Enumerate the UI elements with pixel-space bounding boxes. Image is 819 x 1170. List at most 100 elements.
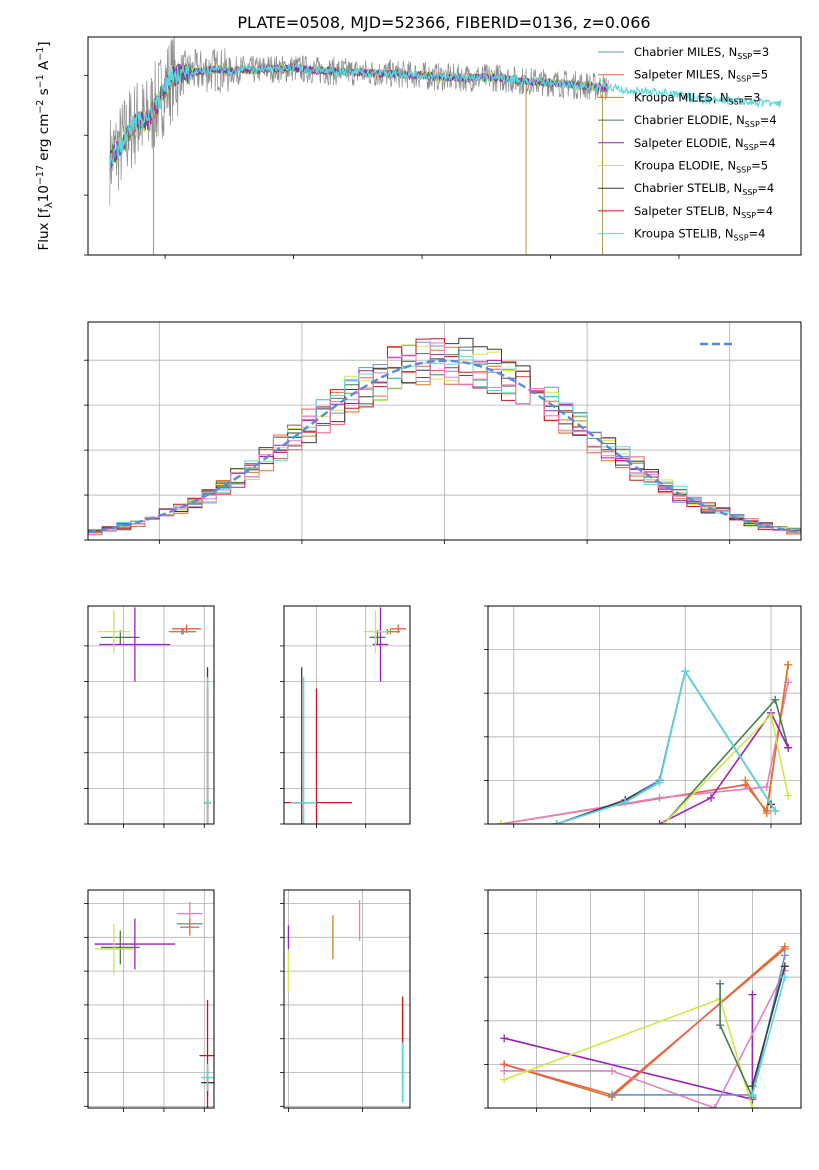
errorbar-point-kroupa_stelib (290, 677, 317, 824)
weight-marker (655, 778, 664, 787)
observed-spectrum (109, 37, 609, 206)
spectrum-panel: Flux [fλ10−17 erg cm−2 s−1 A−1]Chabrier … (35, 36, 802, 259)
weight-marker (552, 820, 561, 824)
legend-subscript: SSP (729, 97, 744, 106)
spectrum-plot-area (109, 37, 782, 255)
weight-line-kroupa_stelib (556, 669, 776, 824)
weight-marker (659, 820, 668, 824)
weight-marker (748, 1090, 757, 1099)
errorbar-point-chabrier_elodie (100, 630, 140, 645)
legend-entry: Chabrier ELODIE, NSSP=4 (634, 113, 777, 129)
mass_vs_ebv-axes (280, 889, 411, 1112)
weight-marker (621, 798, 630, 807)
residuals-plot-area (88, 337, 801, 536)
legend-value: =4 (749, 227, 766, 241)
legend-subscript: SSP (734, 234, 749, 243)
legend-subscript: SSP (741, 211, 756, 220)
errorbar-point-kroupa_miles (180, 918, 200, 936)
y-axis-label-part: λ (44, 202, 55, 208)
weight-marker (780, 973, 789, 982)
age_vs_z-axes (84, 605, 215, 828)
legend-entry: Kroupa MILES, NSSP=3 (634, 90, 760, 106)
weight-marker (784, 743, 793, 752)
mass_vs_z-axes (84, 889, 215, 1112)
mass_vs_ebv-frame (283, 889, 411, 1109)
errorbar-point-kroupa_miles (170, 628, 197, 635)
age_vs_z-frame (87, 605, 215, 825)
weight_vs_z-axes (484, 889, 802, 1112)
weight-line-chabrier_elodie (719, 983, 754, 1098)
legend-entry: Chabrier STELIB, NSSP=4 (634, 181, 774, 197)
legend-entry: Kroupa STELIB, NSSP=4 (634, 227, 765, 243)
gaussian-curve (88, 359, 801, 534)
y-axis-label-part: A (36, 60, 52, 74)
y-axis-label-part: ] (36, 41, 52, 46)
age_vs_z-panel (84, 605, 215, 828)
age_vs_z-plot-area (97, 607, 211, 824)
weight_vs_z-panel (484, 889, 802, 1112)
y-axis-label-part: 10 (36, 185, 52, 202)
weight-marker (716, 1021, 725, 1030)
age_vs_mass-panel (280, 605, 411, 828)
errorbar-point-kroupa_stelib (201, 1064, 214, 1092)
weight-line-kroupa_elodie (503, 997, 754, 1108)
weight-line-pink (504, 970, 786, 1108)
errorbar-point-salpeter_elodie (94, 918, 176, 970)
weight-marker (762, 809, 771, 818)
legend-entry: Salpeter STELIB, NSSP=4 (634, 204, 773, 220)
weight-marker (681, 667, 690, 676)
weight-marker (500, 1075, 509, 1084)
weight-line-kroupa_elodie (500, 713, 789, 824)
weight-marker (500, 1066, 509, 1075)
legend-value: =4 (756, 204, 773, 218)
errorbar-point-chabrier_elodie (369, 630, 386, 645)
weight-line-chabrier_miles (556, 669, 776, 824)
weight-marker (771, 806, 780, 815)
y-axis-label: Flux [fλ10−17 erg cm−2 s−1 A−1] (35, 41, 55, 250)
y-axis-label-part: −1 (35, 74, 46, 88)
legend-subscript: SSP (737, 52, 752, 61)
errorbar-point-kroupa_elodie (94, 923, 134, 975)
errorbar-point-kroupa_elodie (97, 610, 130, 654)
legend-label: Salpeter MILES, N (634, 68, 736, 82)
weight_vs_age-panel (484, 605, 802, 828)
legend-value: =3 (744, 90, 761, 104)
weight-marker (741, 776, 750, 785)
weight-marker (771, 695, 780, 704)
weight_vs_age-frame (487, 605, 802, 825)
spectrum-frame (87, 36, 802, 256)
weight_vs_z-plot-area (500, 942, 789, 1108)
y-axis-label-part: Flux [f (36, 207, 52, 251)
weight-marker (780, 962, 789, 971)
errorbar-point-kroupa_elodie (363, 610, 388, 654)
mass_vs_ebv-panel (280, 889, 411, 1112)
mass_vs_ebv-grid (284, 890, 410, 1108)
legend-label: Chabrier MILES, N (634, 45, 737, 59)
weight-line-kroupa_stelib (751, 976, 786, 1096)
legend-value: =4 (757, 181, 774, 195)
weight-marker (748, 990, 757, 999)
figure-title: PLATE=0508, MJD=52366, FIBERID=0136, z=0… (237, 13, 650, 32)
age_vs_mass-axes (280, 605, 411, 828)
errorbar-point-kroupa_stelib (204, 677, 211, 824)
weight-marker (748, 1104, 757, 1108)
age_vs_mass-frame (283, 605, 411, 825)
legend-value: =3 (752, 45, 769, 59)
legend-entry: Kroupa ELODIE, NSSP=5 (634, 159, 768, 175)
residuals-panel (84, 321, 802, 544)
legend-subscript: SSP (745, 120, 760, 129)
legend-entry: Chabrier MILES, NSSP=3 (634, 45, 769, 61)
legend-label: Chabrier STELIB, N (634, 181, 742, 195)
legend-value: =4 (759, 136, 776, 150)
legend-entry: Salpeter ELODIE, NSSP=4 (634, 136, 776, 152)
legend-subscript: SSP (744, 143, 759, 152)
legend-label: Kroupa STELIB, N (634, 227, 734, 241)
weight-marker (655, 793, 664, 802)
legend-label: Kroupa ELODIE, N (634, 159, 736, 173)
weight-marker (784, 660, 793, 669)
weight-marker (766, 711, 775, 719)
weight-marker (706, 793, 715, 802)
age_vs_mass-plot-area (284, 607, 407, 824)
